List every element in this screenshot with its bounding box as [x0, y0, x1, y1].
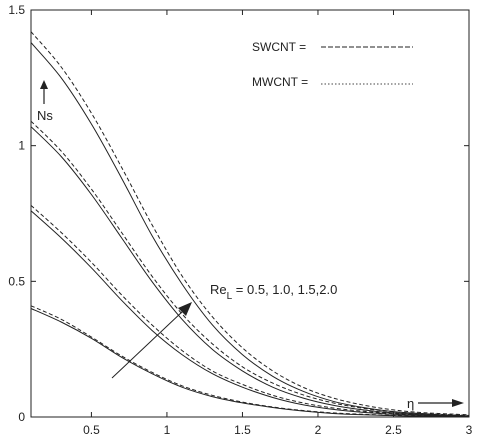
tick-group: 0.5 1 1.5 2 2.5 3 0 0.5 1 1.5	[8, 3, 472, 437]
rel-main: Re	[210, 282, 227, 297]
legend: SWCNT = MWCNT =	[252, 40, 413, 89]
series-line-mwcnt-2	[30, 31, 470, 416]
series-group	[30, 31, 470, 418]
y-tick-label: 0.5	[8, 274, 25, 288]
ns-arrow-head	[40, 80, 48, 89]
x-tick-label: 3	[466, 423, 473, 437]
y-tick-label: 1	[18, 139, 25, 153]
rel-rest: = 0.5, 1.0, 1.5,2.0	[232, 282, 337, 297]
plot-area	[30, 9, 470, 418]
series-line-swcnt-2	[30, 42, 470, 417]
series-line-mwcnt-0_5	[30, 305, 470, 417]
x-tick-label: 2	[315, 423, 322, 437]
rel-arrow-line	[111, 310, 184, 379]
series-line-swcnt-0_5	[30, 308, 470, 418]
y-axis-label: Ns	[37, 108, 53, 123]
x-tick-label: 0.5	[83, 423, 100, 437]
rel-arrow-head	[178, 302, 192, 316]
ns-label-group: Ns	[37, 80, 53, 123]
eta-label-group: η	[407, 396, 464, 411]
legend-label-mwcnt: MWCNT =	[252, 75, 308, 89]
x-axis-label: η	[407, 396, 414, 411]
y-tick-label: 1.5	[8, 3, 25, 17]
rel-sub: L	[227, 291, 233, 302]
rel-annotation: ReL = 0.5, 1.0, 1.5,2.0	[111, 282, 337, 379]
legend-label-swcnt: SWCNT =	[252, 40, 306, 54]
series-line-mwcnt-1	[30, 205, 470, 417]
eta-arrow-head	[452, 399, 464, 407]
x-tick-label: 1	[164, 423, 171, 437]
rel-annotation-text: ReL = 0.5, 1.0, 1.5,2.0	[210, 282, 337, 302]
series-line-swcnt-1	[30, 210, 470, 417]
x-tick-label: 1.5	[234, 423, 251, 437]
y-tick-label: 0	[18, 410, 25, 424]
x-tick-label: 2.5	[385, 423, 402, 437]
series-line-swcnt-1_5	[30, 126, 470, 417]
